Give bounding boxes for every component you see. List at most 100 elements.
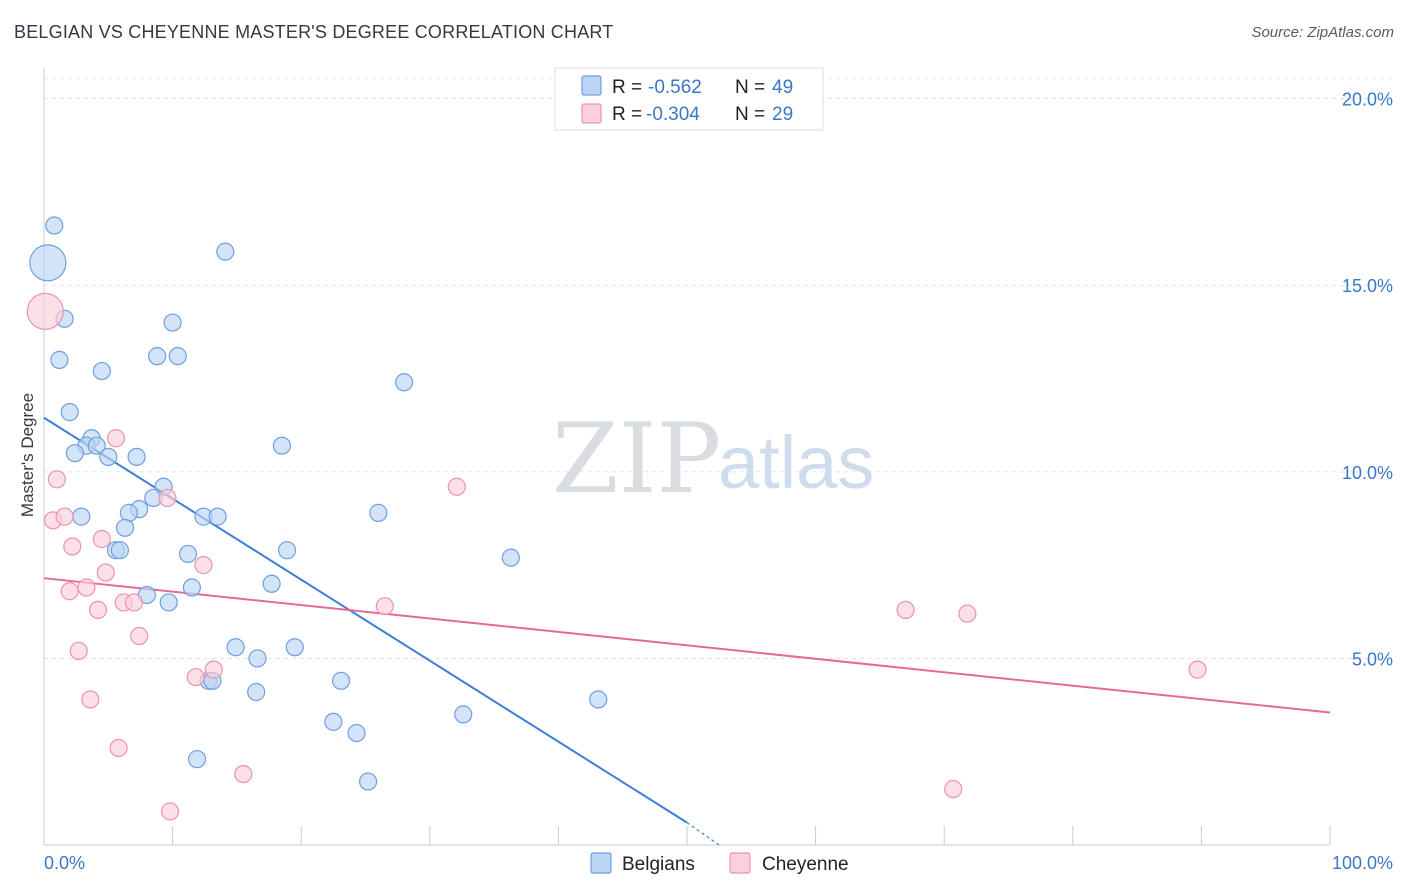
point-cheyenne-28 (160, 802, 180, 821)
legend-n-label-2: N = (735, 104, 765, 125)
point-belgians-16 (127, 447, 146, 467)
point-belgians-28 (110, 541, 129, 560)
point-belgians-9 (394, 373, 414, 392)
trendline-belgians (43, 416, 688, 824)
point-belgians-7 (168, 347, 187, 366)
point-cheyenne-11 (77, 578, 96, 597)
point-cheyenne-22 (186, 667, 205, 687)
point-cheyenne-8 (63, 537, 82, 556)
point-cheyenne-3 (447, 477, 466, 496)
point-cheyenne-6 (55, 507, 74, 526)
point-belgians-43 (589, 690, 608, 709)
correlation-legend: R = -0.562 N = 49 R = -0.304 N = 29 (554, 67, 824, 131)
y-tick-label-0: 5.0% (1352, 649, 1393, 669)
point-cheyenne-18 (958, 604, 977, 623)
point-belgians-3 (50, 350, 69, 369)
point-cheyenne-27 (944, 779, 963, 799)
legend-bottom-label-belgians: Belgians (622, 854, 695, 875)
point-belgians-15 (99, 447, 118, 467)
point-belgians-0 (29, 244, 67, 282)
legend-bottom-label-cheyenne: Cheyenne (762, 854, 849, 875)
legend-n-label-1: N = (735, 77, 765, 98)
legend-r-label-2: R = (612, 104, 642, 125)
point-belgians-38 (248, 649, 267, 668)
point-belgians-4 (216, 242, 235, 261)
gridlines (44, 78, 1394, 659)
watermark-atlas: atlas (718, 421, 874, 504)
point-cheyenne-19 (130, 626, 149, 646)
y-tick-labels: 5.0% 10.0% 15.0% 20.0% (1342, 90, 1393, 670)
point-belgians-25 (369, 503, 388, 522)
trendline-extension-belgians (686, 822, 720, 846)
point-belgians-47 (187, 750, 207, 769)
y-tick-label-1: 10.0% (1342, 463, 1393, 483)
point-belgians-44 (454, 705, 473, 724)
point-cheyenne-24 (81, 690, 100, 709)
point-cheyenne-15 (88, 600, 108, 620)
chart-title: BELGIAN VS CHEYENNE MASTER'S DEGREE CORR… (14, 22, 614, 42)
point-belgians-45 (324, 712, 343, 731)
legend-n-value-belgians: 49 (772, 77, 793, 98)
legend-r-label-1: R = (612, 77, 642, 98)
legend-bottom-swatch-belgians (590, 852, 612, 874)
point-cheyenne-14 (124, 593, 144, 612)
point-belgians-17 (272, 436, 292, 455)
point-belgians-26 (115, 518, 135, 537)
point-belgians-5 (92, 361, 111, 381)
y-tick-label-2: 15.0% (1342, 276, 1393, 296)
x-tick-label-min: 0.0% (44, 853, 85, 873)
point-belgians-30 (277, 541, 297, 560)
point-cheyenne-20 (69, 641, 88, 661)
point-belgians-6 (148, 347, 167, 366)
y-axis-label: Master's Degree (18, 393, 37, 517)
legend-swatch-cheyenne (581, 103, 602, 124)
legend-n-value-cheyenne: 29 (772, 104, 793, 125)
axes (43, 68, 1331, 846)
point-cheyenne-17 (896, 600, 915, 620)
point-cheyenne-26 (234, 764, 253, 784)
point-belgians-36 (226, 638, 245, 657)
point-belgians-35 (159, 593, 178, 612)
point-belgians-10 (60, 403, 79, 422)
point-belgians-31 (501, 548, 520, 567)
point-belgians-8 (163, 313, 182, 332)
point-belgians-33 (182, 578, 201, 597)
legend-bottom-swatch-cheyenne (729, 852, 751, 874)
series-legend: Belgians Cheyenne (590, 852, 849, 875)
point-belgians-24 (208, 507, 227, 526)
point-belgians-29 (178, 544, 198, 564)
source-attribution: Source: ZipAtlas.com (1251, 24, 1394, 41)
point-cheyenne-2 (47, 470, 66, 489)
legend-r-value-belgians: -0.562 (648, 77, 702, 98)
trendlines (43, 416, 1331, 846)
point-belgians-41 (331, 671, 351, 690)
point-cheyenne-7 (92, 529, 111, 549)
point-cheyenne-1 (106, 429, 126, 448)
point-belgians-21 (119, 503, 138, 522)
point-belgians-42 (247, 682, 266, 702)
point-belgians-37 (285, 638, 304, 657)
x-tick-label-max: 100.0% (1332, 853, 1393, 873)
point-belgians-1 (45, 216, 64, 235)
point-cheyenne-4 (158, 488, 177, 508)
point-belgians-32 (262, 574, 281, 593)
point-belgians-22 (72, 507, 91, 526)
watermark: ZIP atlas (552, 403, 874, 515)
point-cheyenne-21 (204, 660, 223, 679)
point-belgians-46 (347, 723, 366, 743)
point-cheyenne-16 (375, 597, 394, 616)
point-cheyenne-0 (26, 292, 64, 330)
point-belgians-13 (87, 436, 106, 455)
point-cheyenne-9 (194, 556, 213, 575)
point-cheyenne-23 (1188, 660, 1207, 679)
legend-swatch-belgians (581, 75, 602, 96)
point-belgians-14 (65, 444, 84, 463)
y-tick-label-3: 20.0% (1342, 90, 1393, 110)
point-belgians-48 (358, 772, 378, 791)
point-cheyenne-12 (60, 582, 79, 601)
watermark-zip: ZIP (552, 403, 721, 515)
point-cheyenne-10 (96, 563, 115, 582)
legend-r-value-cheyenne: -0.304 (646, 104, 700, 125)
point-cheyenne-25 (109, 738, 128, 758)
